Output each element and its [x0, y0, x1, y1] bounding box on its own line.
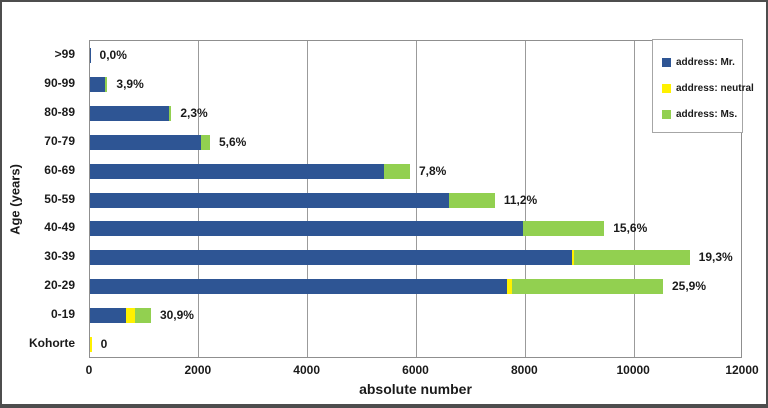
x-axis-title: absolute number: [359, 381, 472, 397]
category-label->99: >99: [54, 47, 75, 61]
bar-segment: [90, 337, 92, 353]
category-label-Kohorte: Kohorte: [29, 336, 75, 351]
category-label-90-99: 90-99: [44, 75, 75, 90]
legend-swatch-icon: [662, 83, 671, 93]
category-label-70-79: 70-79: [44, 133, 75, 148]
category-label-40-49: 40-49: [44, 220, 75, 235]
bar-0-19: [90, 308, 151, 324]
bar-value-label: 3,9%: [116, 76, 144, 91]
bar-segment: [90, 76, 106, 92]
bar-segment: [90, 163, 384, 179]
bar-segment: [90, 250, 572, 266]
bar-20-29: [90, 279, 663, 295]
bar-segment: [90, 192, 450, 208]
gridline-10000: [633, 41, 635, 357]
bar-segment: [90, 47, 91, 63]
x-tick-label-8000: 8000: [510, 363, 538, 377]
category-label-20-29: 20-29: [44, 278, 75, 293]
legend-entry: address: neutral: [662, 75, 754, 101]
bar-value-label: 25,9%: [672, 279, 707, 294]
bar-Kohorte: [90, 337, 92, 353]
bar-segment: [449, 192, 495, 208]
bar-90-99: [90, 76, 108, 92]
bar-value-label: 5,6%: [218, 134, 247, 149]
bar-40-49: [90, 221, 605, 237]
category-label-80-89: 80-89: [44, 104, 75, 119]
bar-50-59: [90, 192, 495, 208]
bar-segment: [90, 221, 523, 237]
bar-segment: [105, 76, 108, 92]
bar-segment: [134, 308, 151, 324]
plot-area: 0,0% 3,9% 2,3% 5,6% 7,8% 11,2% 15,6% 19,3% 25,9%…: [89, 40, 742, 358]
legend-swatch-icon: [662, 57, 671, 67]
bar-segment: [383, 163, 410, 179]
bar-segment: [90, 279, 508, 295]
legend-swatch-icon: [662, 109, 671, 119]
bar-value-label: 0: [100, 337, 108, 352]
x-tick-label-0: 0: [85, 363, 93, 377]
x-tick-label-6000: 6000: [402, 363, 429, 377]
bar-segment: [512, 279, 663, 295]
x-tick-label-2000: 2000: [184, 363, 212, 377]
x-tick-label-12000: 12000: [725, 363, 759, 377]
bar-80-89: [90, 105, 172, 121]
bar-value-label: 15,6%: [613, 221, 648, 236]
bar-70-79: [90, 134, 210, 150]
bar-value-label: 19,3%: [698, 250, 733, 265]
legend-entry: address: Mr.: [662, 49, 740, 75]
bar-30-39: [90, 250, 690, 266]
bar-segment: [573, 250, 690, 266]
category-label-50-59: 50-59: [44, 191, 75, 206]
category-label-0-19: 0-19: [50, 307, 75, 322]
bar-segment: [507, 279, 513, 295]
category-label-30-39: 30-39: [44, 249, 75, 264]
bar-segment: [201, 134, 210, 150]
bar-segment: [522, 221, 605, 237]
bar-segment: [90, 308, 126, 324]
gridline-8000: [524, 41, 526, 357]
legend-label: address: neutral: [676, 82, 754, 94]
bar-value-label: 0,0%: [99, 47, 127, 62]
bar-segment: [571, 250, 574, 266]
bar-segment: [90, 105, 169, 121]
bar-segment: [168, 105, 172, 121]
bar-segment: [125, 308, 135, 324]
category-label-60-69: 60-69: [44, 162, 75, 177]
bar-60-69: [90, 163, 410, 179]
legend-entry: address: Ms.: [662, 101, 740, 127]
bar-value-label: 11,2%: [503, 192, 538, 207]
bar-value-label: 30,9%: [159, 308, 194, 323]
bar-value-label: 2,3%: [180, 105, 208, 120]
legend-label: address: Mr.: [676, 56, 735, 68]
x-tick-label-10000: 10000: [616, 363, 650, 377]
x-tick-label-4000: 4000: [293, 363, 320, 377]
bar->99: [90, 47, 91, 63]
legend: address: Mr. address: neutral address: Ms.: [652, 39, 754, 133]
legend-label: address: Ms.: [676, 108, 738, 120]
bar-value-label: 7,8%: [418, 163, 447, 178]
bar-segment: [90, 134, 201, 150]
